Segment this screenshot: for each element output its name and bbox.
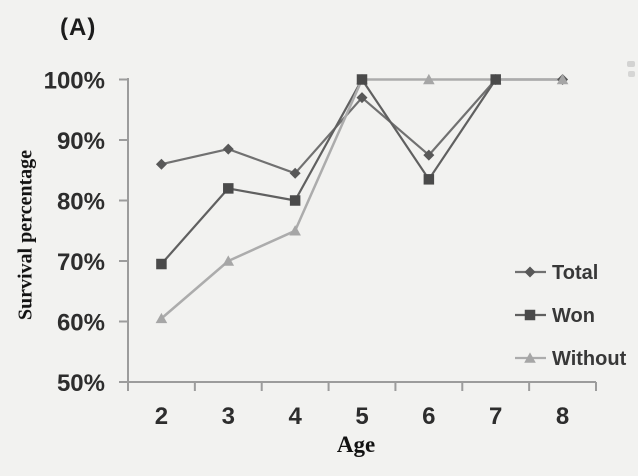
panel-label: (A) (60, 14, 97, 41)
x-tick-label: 3 (222, 403, 235, 430)
x-tick-label: 4 (288, 403, 302, 430)
y-tick-label: 80% (57, 189, 105, 216)
series-marker-without (556, 73, 569, 85)
x-tick-label: 2 (155, 403, 168, 430)
y-tick-label: 100% (44, 68, 105, 95)
series-marker-won (490, 74, 501, 85)
series-marker-total (356, 92, 368, 104)
legend-marker-total (524, 266, 536, 278)
y-tick-label: 90% (57, 128, 105, 155)
series-marker-total (155, 158, 167, 170)
y-tick-label: 50% (57, 370, 105, 397)
legend-label-total: Total (552, 262, 598, 284)
x-tick-label: 5 (355, 403, 368, 430)
x-tick-label: 8 (556, 403, 569, 430)
series-marker-without (423, 73, 435, 85)
series-marker-without (222, 255, 235, 266)
x-axis-title: Age (336, 432, 376, 457)
series-marker-won (223, 183, 234, 194)
series-marker-total (289, 167, 301, 179)
series-marker-total (423, 149, 435, 161)
series-marker-won (356, 74, 368, 85)
legend-marker-without (524, 352, 536, 363)
legend-label-without: Without (552, 348, 627, 370)
y-tick-label: 60% (57, 310, 105, 337)
y-axis-title: Survival percentage (14, 149, 37, 321)
series-line-without (160, 78, 563, 320)
adjacent-panel-crop-artifact (628, 71, 635, 77)
x-tick-label: 7 (489, 403, 502, 430)
series-marker-total (222, 143, 234, 155)
legend-marker-won (524, 309, 536, 321)
series-marker-won (289, 195, 301, 206)
x-tick-label: 6 (422, 403, 435, 430)
adjacent-panel-crop-artifact (627, 61, 635, 67)
series-marker-without (289, 225, 301, 236)
legend-label-won: Won (552, 305, 595, 327)
y-tick-label: 70% (57, 249, 105, 276)
series-marker-won (423, 174, 435, 185)
series-marker-without (155, 312, 168, 324)
series-line-won (160, 78, 497, 265)
series-marker-won (156, 258, 167, 270)
